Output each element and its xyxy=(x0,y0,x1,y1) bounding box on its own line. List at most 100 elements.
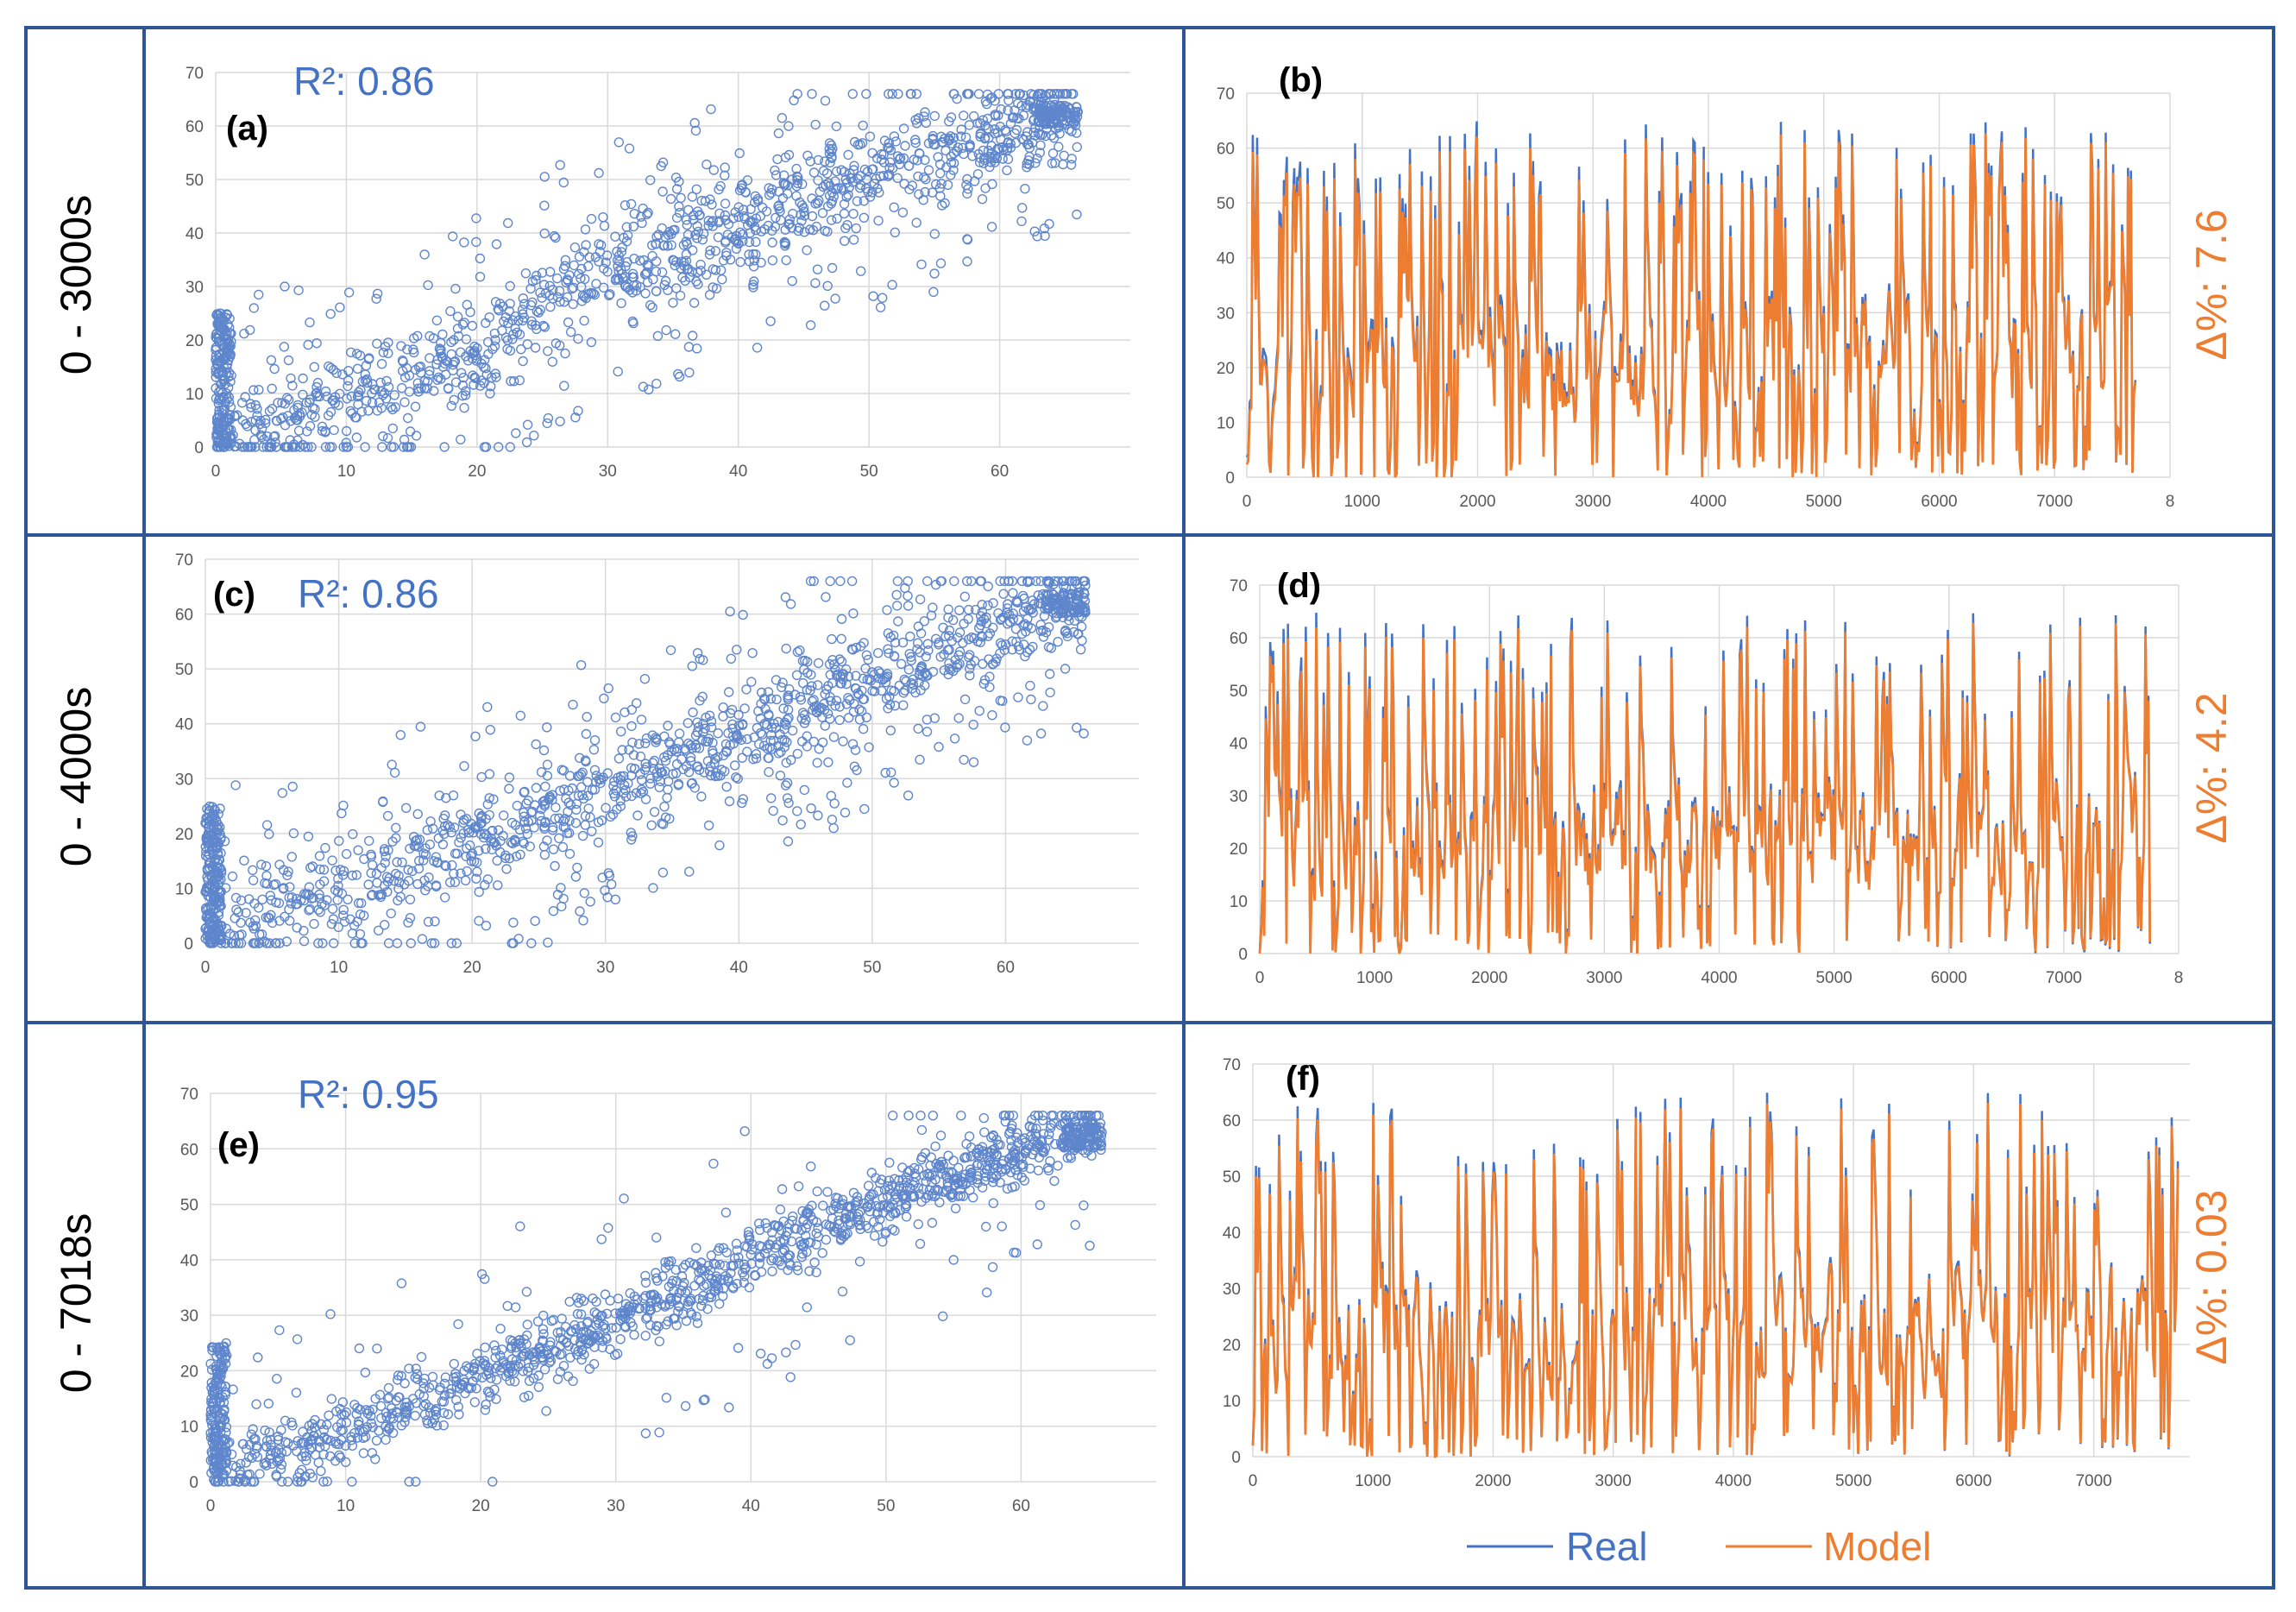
scatter-point xyxy=(542,722,552,733)
scatter-point xyxy=(847,89,858,99)
scatter-point xyxy=(476,818,487,828)
scatter-point xyxy=(451,938,462,948)
scatter-point xyxy=(292,410,303,420)
scatter-point xyxy=(739,205,749,215)
scatter-point xyxy=(861,1220,871,1231)
scatter-point xyxy=(396,1420,407,1431)
x-tick-label: 5000 xyxy=(1815,969,1852,987)
scatter-point xyxy=(578,915,588,926)
scatter-point xyxy=(1053,117,1063,129)
scatter-point xyxy=(852,173,863,184)
scatter-point xyxy=(802,150,813,161)
scatter-point xyxy=(782,1226,793,1237)
scatter-point xyxy=(983,581,993,592)
scatter-point xyxy=(539,200,550,211)
scatter-point xyxy=(332,895,343,905)
scatter-point xyxy=(483,337,494,347)
scatter-point xyxy=(782,793,793,803)
scatter-point xyxy=(558,815,569,827)
row-label: 0 - 3000s xyxy=(52,195,100,375)
scatter-point xyxy=(733,1252,744,1263)
scatter-point xyxy=(216,312,226,323)
scatter-point xyxy=(383,1382,394,1394)
scatter-point xyxy=(806,803,816,814)
scatter-point xyxy=(491,1345,501,1357)
scatter-point xyxy=(959,694,971,705)
scatter-point xyxy=(1072,722,1082,733)
scatter-point xyxy=(820,225,830,236)
x-tick-label: 2000 xyxy=(1471,969,1507,987)
scatter-point xyxy=(1022,614,1033,624)
scatter-point xyxy=(624,143,635,154)
y-tick-label: 60 xyxy=(1223,1112,1241,1130)
x-tick-label: 5000 xyxy=(1835,1472,1871,1490)
y-tick-label: 40 xyxy=(180,1252,198,1270)
scatter-point xyxy=(519,811,529,822)
scatter-point xyxy=(893,89,903,99)
scatter-point xyxy=(916,259,927,270)
scatter-point xyxy=(964,1131,975,1142)
scatter-point xyxy=(567,283,577,294)
scatter-point xyxy=(345,406,355,416)
scatter-point xyxy=(566,327,576,337)
scatter-point xyxy=(834,654,845,664)
scatter-point xyxy=(225,402,236,412)
scatter-point xyxy=(1016,134,1028,144)
scatter-point xyxy=(951,1173,962,1184)
scatter-point xyxy=(940,198,950,209)
scatter-point xyxy=(519,1349,529,1359)
scatter-point xyxy=(230,938,241,948)
scatter-point xyxy=(663,784,673,795)
scatter-point xyxy=(861,712,871,722)
scatter-point xyxy=(1052,592,1063,603)
scatter-point xyxy=(992,1162,1003,1174)
y-tick-label: 50 xyxy=(1223,1168,1241,1187)
scatter-point xyxy=(387,759,397,770)
y-tick-label: 50 xyxy=(186,172,204,190)
scatter-point xyxy=(225,438,236,449)
scatter-point xyxy=(495,847,506,858)
scatter-point xyxy=(997,696,1008,706)
scatter-point xyxy=(201,905,211,916)
scatter-point xyxy=(408,344,418,355)
scatter-point xyxy=(929,268,940,279)
scatter-point xyxy=(752,193,763,205)
scatter-point xyxy=(1028,116,1039,126)
scatter-point xyxy=(829,798,840,809)
scatter-point xyxy=(924,1168,934,1179)
scatter-point xyxy=(708,264,719,274)
series-model-line xyxy=(1245,133,2137,478)
scatter-point xyxy=(881,694,892,704)
scatter-point xyxy=(597,1310,607,1321)
scatter-point xyxy=(802,1209,812,1219)
scatter-point xyxy=(458,372,469,383)
scatter-point xyxy=(748,282,758,293)
scatter-point xyxy=(1010,105,1020,116)
scatter-point xyxy=(490,297,501,307)
scatter-point xyxy=(939,649,949,660)
scatter-point xyxy=(489,1340,500,1351)
scatter-point xyxy=(934,741,944,752)
scatter-point xyxy=(737,797,747,809)
scatter-point xyxy=(371,293,381,304)
scatter-point xyxy=(317,421,328,431)
scatter-point xyxy=(776,746,786,757)
y-tick-label: 70 xyxy=(186,65,204,83)
scatter-point xyxy=(683,230,694,240)
scatter-point xyxy=(710,1259,720,1269)
scatter-point xyxy=(325,309,336,319)
scatter-point xyxy=(587,784,598,795)
scatter-point xyxy=(557,901,567,912)
scatter-point xyxy=(236,895,247,906)
scatter-point xyxy=(285,882,295,892)
scatter-point xyxy=(580,224,591,235)
scatter-point xyxy=(526,938,537,948)
scatter-point xyxy=(915,594,926,605)
scatter-point xyxy=(210,1420,220,1431)
scatter-point xyxy=(293,898,303,910)
scatter-point xyxy=(520,823,532,834)
scatter-point xyxy=(930,579,941,590)
y-tick-label: 0 xyxy=(184,935,193,954)
scatter-point xyxy=(907,683,917,694)
